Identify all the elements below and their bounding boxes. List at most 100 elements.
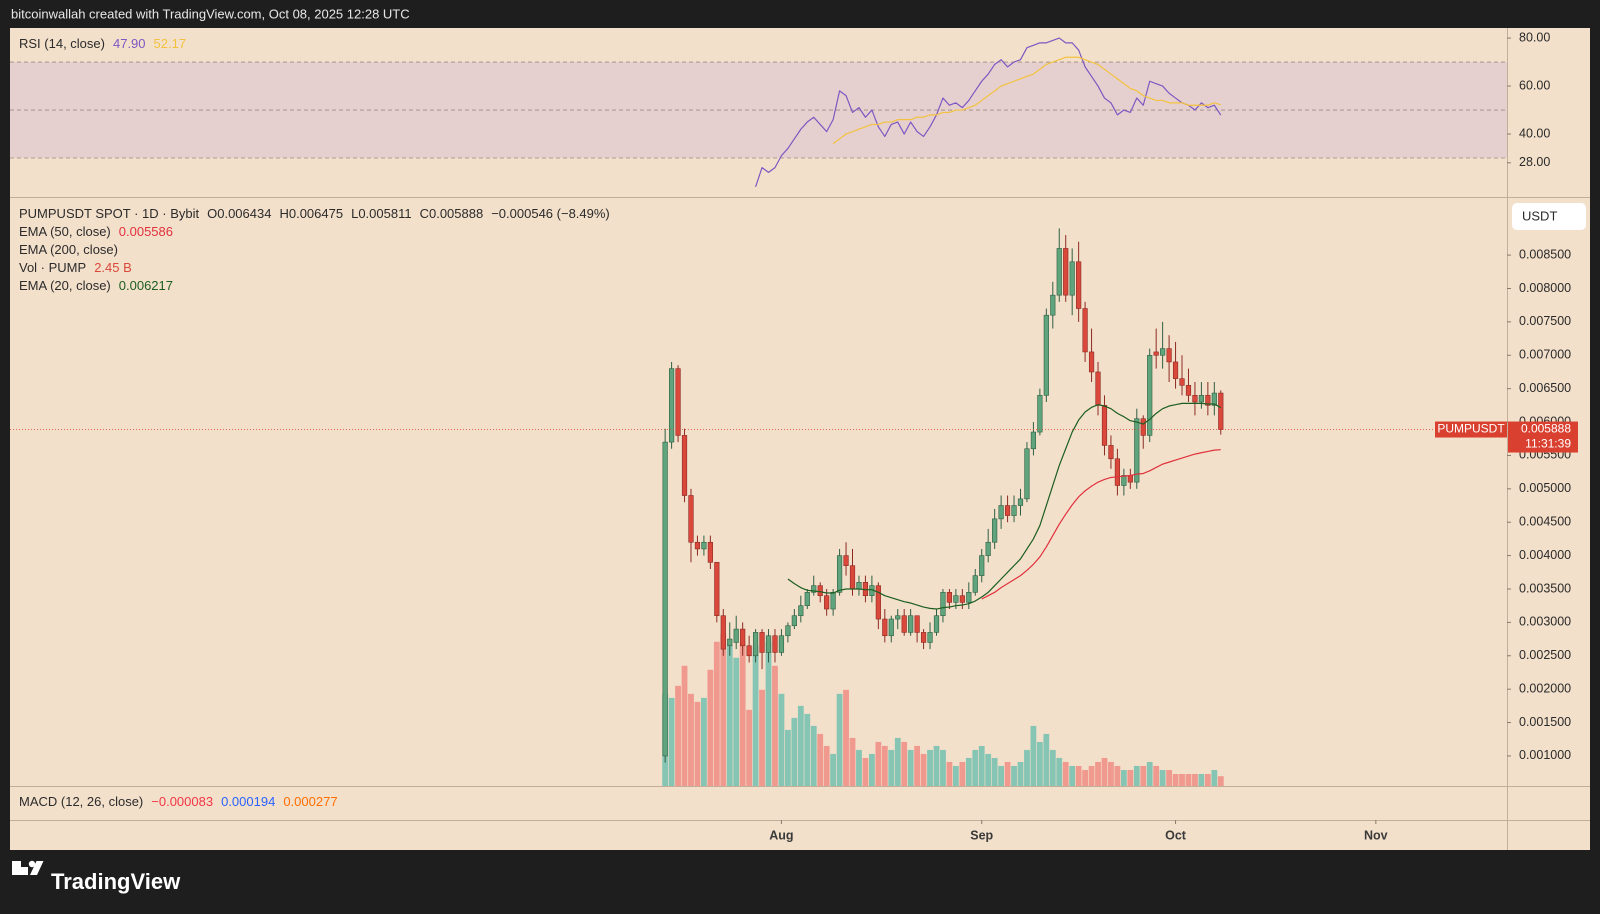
volume-bar xyxy=(1088,765,1095,786)
volume-bar xyxy=(772,665,778,786)
x-tick-label: Nov xyxy=(1364,828,1388,842)
candle-body xyxy=(688,495,694,543)
legend-value: 52.17 xyxy=(154,36,187,51)
candle-body xyxy=(1127,475,1133,483)
candle-body xyxy=(843,555,849,566)
candle-body xyxy=(772,635,778,653)
candle-body xyxy=(830,592,836,610)
y-tick-label: 28.00 xyxy=(1519,155,1550,169)
candle-body xyxy=(1114,458,1121,486)
volume-bar xyxy=(1075,765,1082,786)
volume-bar xyxy=(1146,761,1153,786)
candle-body xyxy=(759,632,765,653)
y-tick-label: 60.00 xyxy=(1519,78,1550,92)
price-tag-value: 0.005888 xyxy=(1521,422,1571,436)
ohlc-label: C xyxy=(420,206,429,221)
legend-value: 0.005586 xyxy=(119,224,173,239)
legend-name: EMA (20, close) xyxy=(19,278,111,293)
volume-bar xyxy=(998,765,1005,786)
candle-body xyxy=(1004,505,1011,516)
ohlc-label: O xyxy=(207,206,217,221)
volume-bar xyxy=(1101,757,1108,786)
candle-body xyxy=(1050,294,1056,316)
volume-bar xyxy=(836,693,843,786)
volume-bar xyxy=(914,745,921,786)
attribution: bitcoinwallah created with TradingView.c… xyxy=(11,6,410,21)
legend-title: RSI (14, close) xyxy=(19,36,105,51)
candle-body xyxy=(694,541,701,550)
volume-bar xyxy=(862,757,869,786)
volume-bar xyxy=(1024,749,1030,786)
price-tag xyxy=(1508,421,1578,453)
change: −0.000546 (−8.49%) xyxy=(491,206,610,221)
candle-body xyxy=(920,632,927,643)
logo-mark xyxy=(28,860,36,868)
ema-line xyxy=(787,402,1222,610)
candle-body xyxy=(1108,445,1114,460)
candle-body xyxy=(1218,392,1224,430)
candle-body xyxy=(1101,405,1108,446)
volume-bar xyxy=(940,749,946,786)
y-tick-label: 0.004000 xyxy=(1519,548,1571,562)
candle-body xyxy=(1043,314,1049,396)
volume-bar xyxy=(688,693,694,786)
volume-bar xyxy=(1217,776,1224,786)
candle-body xyxy=(1063,248,1069,296)
volume-bar xyxy=(1062,761,1069,786)
volume-bar xyxy=(1082,769,1089,786)
volume-bar xyxy=(681,665,688,786)
candle-body xyxy=(1024,448,1030,500)
candle-body xyxy=(1121,475,1127,486)
candle-body xyxy=(1011,505,1017,516)
symbol-tag-label: PUMPUSDT xyxy=(1437,422,1505,436)
volume-bar xyxy=(1179,773,1185,786)
y-tick-label: 0.002000 xyxy=(1519,681,1571,695)
logo-mark xyxy=(30,861,44,875)
volume-bar xyxy=(843,689,849,786)
volume-bar xyxy=(752,645,759,786)
volume-bar xyxy=(765,641,772,786)
candle-body xyxy=(714,561,720,617)
rsi-line xyxy=(832,56,1221,145)
candle-body xyxy=(1095,371,1101,406)
volume-bar xyxy=(1069,765,1076,786)
rsi-line xyxy=(755,37,1222,187)
candle-body xyxy=(933,615,940,633)
volume-bar xyxy=(901,741,908,786)
y-tick-label: 0.003500 xyxy=(1519,581,1571,595)
volume-bar xyxy=(726,645,733,786)
volume-bar xyxy=(823,745,830,786)
candle-body xyxy=(959,595,965,603)
logo-mark xyxy=(12,861,28,875)
volume-bar xyxy=(720,633,727,786)
candle-body xyxy=(1088,351,1095,373)
currency-button[interactable] xyxy=(1512,203,1586,230)
volume-bar xyxy=(810,725,817,786)
y-tick-label: 0.002500 xyxy=(1519,648,1571,662)
y-tick-label: 0.005000 xyxy=(1519,481,1571,495)
legend-name: EMA (200, close) xyxy=(19,242,118,257)
volume-bar xyxy=(1108,761,1114,786)
legend-name: EMA (50, close) xyxy=(19,224,111,239)
candle-body xyxy=(1172,361,1179,379)
candle-body xyxy=(979,555,985,576)
ohlc-value: 0.005888 xyxy=(429,206,483,221)
candle-body xyxy=(720,615,726,650)
legend: RSI (14, close) 47.90 52.17 xyxy=(19,36,186,51)
candle-body xyxy=(888,618,894,637)
volume-bar xyxy=(959,761,966,786)
symbol-tag xyxy=(1435,421,1507,438)
volume-bar xyxy=(991,757,998,786)
volume-bar xyxy=(817,733,824,786)
candle-body xyxy=(1069,261,1075,296)
candle-body xyxy=(882,618,888,637)
volume-bar xyxy=(952,765,959,786)
candle-body xyxy=(856,582,862,590)
candle-body xyxy=(946,592,953,603)
volume-bar xyxy=(1011,765,1017,786)
candle-body xyxy=(752,632,759,657)
volume-bar xyxy=(1127,769,1134,786)
volume-bar xyxy=(1004,761,1011,786)
